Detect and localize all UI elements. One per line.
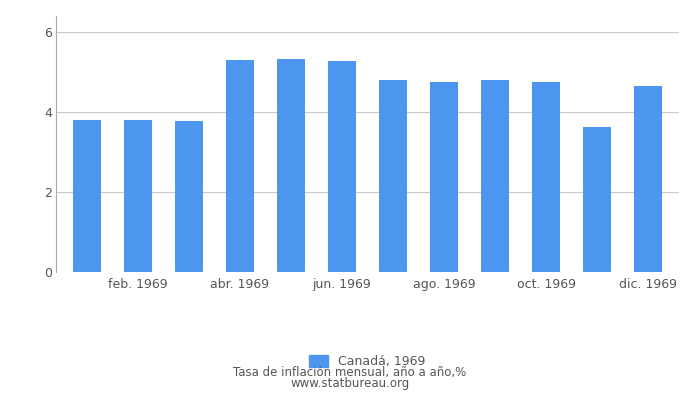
Bar (226, 60, 254, 272)
Bar (73, 120, 101, 272)
Bar (328, 61, 356, 272)
Bar (175, 121, 203, 272)
Bar (634, 86, 662, 272)
Bar (379, 80, 407, 272)
Bar (277, 59, 305, 272)
Bar (583, 127, 611, 272)
Text: www.statbureau.org: www.statbureau.org (290, 378, 410, 390)
Legend: Canadá, 1969: Canadá, 1969 (304, 350, 430, 373)
Bar (430, 82, 458, 272)
Bar (532, 82, 560, 272)
Bar (124, 120, 152, 272)
Bar (481, 80, 509, 272)
Text: Tasa de inflación mensual, año a año,%: Tasa de inflación mensual, año a año,% (233, 366, 467, 379)
